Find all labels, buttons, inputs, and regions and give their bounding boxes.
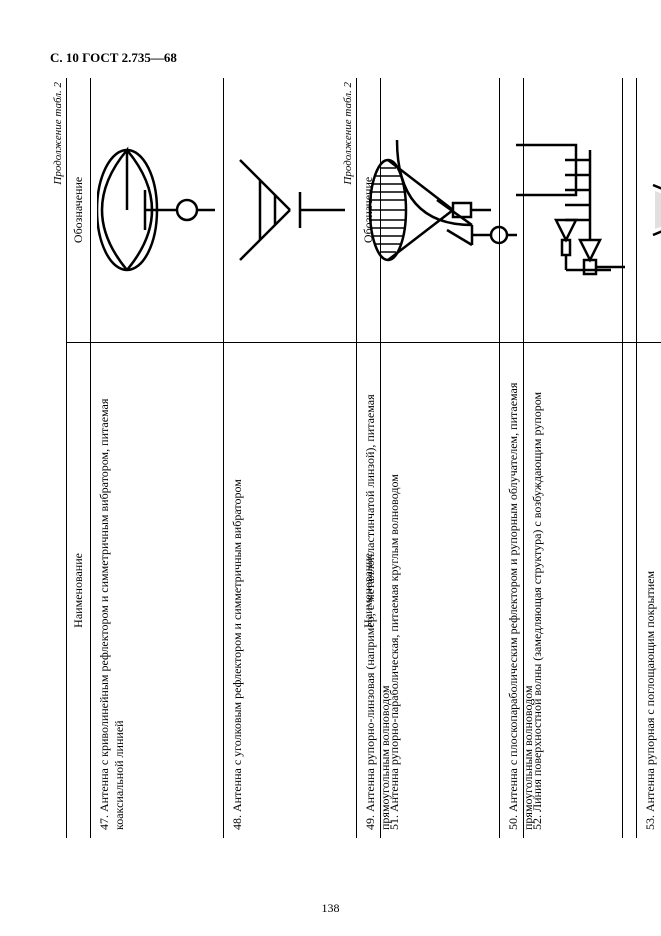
table-right: Продолжение табл. 2 Наименование Обознач… [340, 78, 610, 771]
col-header-symbol: Обозначение [67, 78, 91, 342]
symbol-horn-parabolic [381, 78, 524, 342]
page: С. 10 ГОСТ 2.735—68 Продолжение табл. 2 … [0, 0, 661, 936]
tables-row: Продолжение табл. 2 Наименование Обознач… [50, 78, 616, 771]
symbol-horn-absorbing [637, 78, 661, 342]
symbol-corner-reflector [224, 78, 357, 342]
page-number: 138 [0, 901, 661, 916]
col-header-name: Наименование [67, 342, 91, 838]
col-header-name: Наименование [357, 342, 381, 838]
table-row: 52. Линия поверхностной волны (замедляющ… [524, 78, 637, 838]
table-row: 51. Антенна рупорно-параболическая, пита… [381, 78, 524, 838]
table-caption-left: Продолжение табл. 2 [50, 78, 66, 838]
table-left: Продолжение табл. 2 Наименование Обознач… [50, 78, 320, 771]
symbol-curved-reflector [91, 78, 224, 342]
table-row: 48. Антенна с уголковым рефлектором и си… [224, 78, 357, 838]
row-text: 52. Линия поверхностной волны (замедляющ… [524, 342, 637, 838]
row-text: 51. Антенна рупорно-параболическая, пита… [381, 342, 524, 838]
row-text: 53. Антенна рупорная с поглощающим покры… [637, 342, 661, 838]
table-row: 53. Антенна рупорная с поглощающим покры… [637, 78, 661, 838]
symbol-surface-wave-line [524, 78, 637, 342]
row-text: 48. Антенна с уголковым рефлектором и си… [224, 342, 357, 838]
table-row: 47. Антенна с криволинейным рефлектором … [91, 78, 224, 838]
col-header-symbol: Обозначение [357, 78, 381, 342]
page-header: С. 10 ГОСТ 2.735—68 [50, 50, 616, 66]
row-text: 47. Антенна с криволинейным рефлектором … [91, 342, 224, 838]
table-caption-right: Продолжение табл. 2 [340, 78, 356, 838]
